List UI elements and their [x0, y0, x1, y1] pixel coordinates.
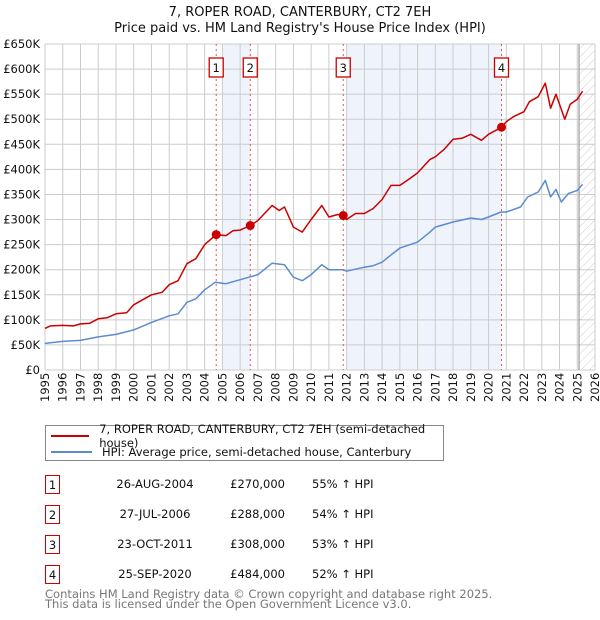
hpi-line [44, 179, 584, 345]
x-tick-label: 2008 [269, 373, 283, 402]
x-tick-label: 2022 [517, 373, 531, 402]
sale-marker-label: 2 [247, 61, 254, 75]
x-tick-label: 1997 [73, 373, 87, 402]
x-tick-label: 2018 [446, 373, 460, 402]
legend-swatch-red [51, 435, 90, 437]
sale-marker-box [335, 57, 351, 78]
x-tick-label: 2004 [198, 373, 212, 402]
legend-swatch-blue [51, 451, 92, 453]
sale-number: 1 [45, 475, 60, 494]
sale-marker-label: 1 [213, 61, 220, 75]
legend-item-property: 7, ROPER ROAD, CANTERBURY, CT2 7EH (semi… [51, 422, 443, 450]
sale-number: 3 [45, 535, 60, 554]
sale-point [211, 230, 221, 240]
y-tick-label: £450K [3, 137, 40, 151]
sale-number: 2 [45, 505, 60, 524]
shaded-band [346, 44, 502, 370]
sale-marker-box [208, 57, 224, 78]
sale-price: £484,000 [230, 567, 285, 581]
sale-price: £308,000 [230, 537, 285, 551]
table-row: 4 25-SEP-2020 £484,000 52% ↑ HPI [45, 565, 465, 587]
table-row: 1 26-AUG-2004 £270,000 55% ↑ HPI [45, 475, 465, 497]
sale-price: £270,000 [230, 477, 285, 491]
legend-label-property: 7, ROPER ROAD, CANTERBURY, CT2 7EH (semi… [99, 422, 426, 450]
x-tick-label: 2010 [304, 373, 318, 402]
sale-marker-label: 3 [340, 61, 347, 75]
sale-hpi-diff: 55% ↑ HPI [312, 477, 374, 491]
x-tick-label: 2009 [286, 373, 300, 402]
x-tick-label: 2001 [144, 373, 158, 402]
sale-marker-box [242, 57, 258, 78]
x-tick-label: 2011 [322, 373, 336, 402]
x-tick-label: 2005 [215, 373, 229, 402]
table-row: 2 27-JUL-2006 £288,000 54% ↑ HPI [45, 505, 465, 527]
x-tick-label: 2012 [340, 373, 354, 402]
sale-marker-label: 4 [498, 61, 505, 75]
shaded-band [222, 44, 251, 370]
x-tick-label: 1996 [56, 373, 70, 402]
y-tick-label: £600K [3, 62, 40, 76]
x-tick-label: 2014 [375, 373, 389, 402]
x-tick-label: 1995 [38, 373, 52, 402]
legend-label-hpi: HPI: Average price, semi-detached house,… [102, 445, 412, 459]
footer-licence: This data is licensed under the Open Gov… [45, 597, 412, 611]
x-tick-label: 2020 [482, 373, 496, 402]
sale-date: 23-OCT-2011 [117, 537, 193, 551]
sale-point [338, 211, 348, 221]
x-tick-label: 2026 [588, 373, 600, 402]
y-tick-label: £100K [3, 313, 40, 327]
x-tick-label: 2015 [393, 373, 407, 402]
price-chart: 7, ROPER ROAD, CANTERBURY, CT2 7EH Price… [3, 5, 600, 402]
x-tick-label: 2000 [127, 373, 141, 402]
sale-number: 4 [45, 565, 60, 584]
sale-point [497, 122, 506, 132]
footer: Contains HM Land Registry data © Crown c… [45, 587, 493, 611]
x-tick-label: 2023 [535, 373, 549, 402]
y-tick-label: £150K [3, 288, 40, 302]
sale-date: 26-AUG-2004 [116, 477, 194, 491]
y-tick-label: £250K [3, 238, 40, 252]
y-tick-label: £550K [3, 87, 40, 101]
sale-price: £288,000 [230, 507, 285, 521]
forecast-hatch [579, 44, 595, 370]
x-tick-label: 2024 [553, 373, 567, 402]
x-tick-label: 2017 [428, 373, 442, 402]
y-tick-label: £400K [3, 162, 40, 176]
x-tick-label: 2013 [357, 373, 371, 402]
property-price-line [44, 82, 584, 330]
legend-item-hpi: HPI: Average price, semi-detached house,… [51, 444, 411, 460]
chart-subtitle: Price paid vs. HM Land Registry's House … [114, 21, 486, 36]
sale-marker-box [493, 57, 510, 78]
y-tick-label: £0 [25, 363, 40, 377]
sale-point [245, 221, 255, 231]
sale-date: 27-JUL-2006 [119, 507, 191, 521]
x-tick-label: 2002 [162, 373, 176, 402]
legend: 7, ROPER ROAD, CANTERBURY, CT2 7EH (semi… [45, 422, 444, 461]
x-tick-label: 2003 [180, 373, 194, 402]
sale-hpi-diff: 54% ↑ HPI [312, 507, 374, 521]
y-tick-label: £650K [3, 37, 40, 51]
table-row: 3 23-OCT-2011 £308,000 53% ↑ HPI [45, 535, 465, 557]
sale-date: 25-SEP-2020 [118, 567, 192, 581]
x-tick-label: 1998 [91, 373, 105, 402]
x-tick-label: 2006 [233, 373, 247, 402]
y-tick-label: £50K [11, 338, 41, 352]
x-tick-label: 2025 [570, 373, 584, 402]
y-tick-label: £200K [3, 263, 40, 277]
y-tick-label: £500K [3, 112, 40, 126]
x-tick-label: 2019 [464, 373, 478, 402]
sale-hpi-diff: 52% ↑ HPI [312, 567, 374, 581]
y-tick-label: £350K [3, 187, 40, 201]
x-tick-label: 2007 [251, 373, 265, 402]
footer-copyright: Contains HM Land Registry data © Crown c… [45, 587, 493, 601]
sale-hpi-diff: 53% ↑ HPI [312, 537, 374, 551]
x-tick-label: 2021 [499, 373, 513, 402]
chart-title: 7, ROPER ROAD, CANTERBURY, CT2 7EH [169, 5, 432, 20]
x-tick-label: 2016 [411, 373, 425, 402]
y-tick-label: £300K [3, 213, 40, 227]
x-tick-label: 1999 [109, 373, 123, 402]
